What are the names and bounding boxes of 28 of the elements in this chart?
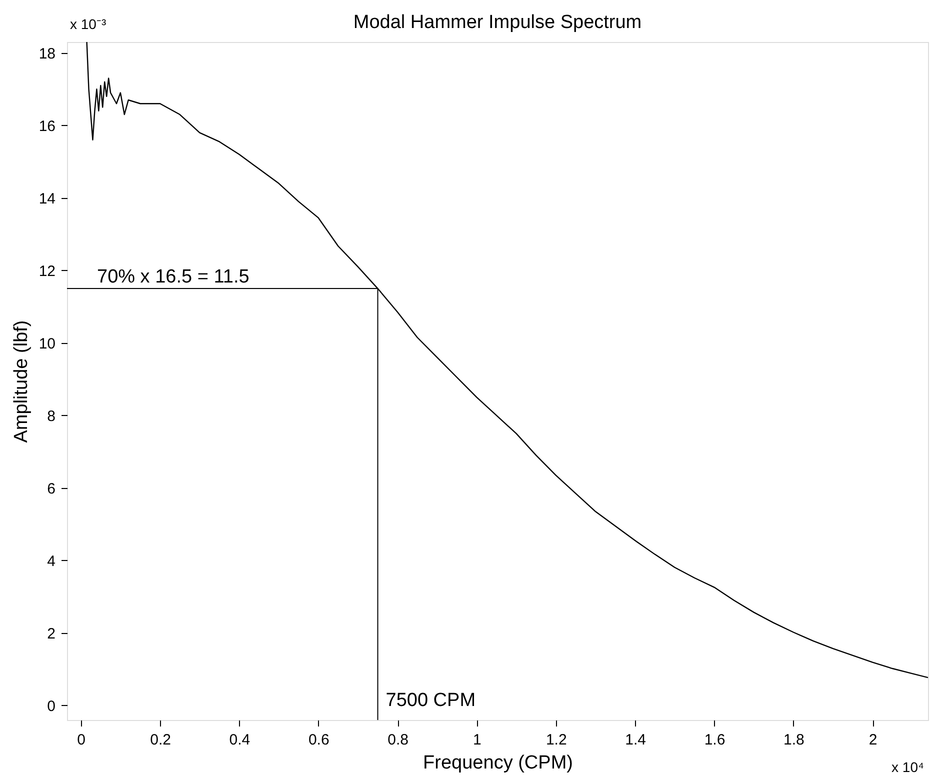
y-tick-label: 10 xyxy=(38,335,56,352)
x-axis-title: Frequency (CPM) xyxy=(423,752,573,774)
y-tick-label: 4 xyxy=(47,552,56,570)
x-tick-label: 2 xyxy=(868,732,878,748)
y-tick-label: 16 xyxy=(38,118,56,135)
y-tick-label: 0 xyxy=(47,698,56,715)
x-tick-label: 0 xyxy=(77,732,86,748)
x-tick-label: 1.6 xyxy=(704,732,726,748)
y-tick-label: 8 xyxy=(47,408,56,425)
y-tick-label: 2 xyxy=(47,625,56,642)
text: x 10⁻³ xyxy=(70,16,106,32)
x-tick-label: 1.8 xyxy=(783,732,804,748)
x-tick-label: 1.4 xyxy=(625,732,646,748)
x-tick-label: 0.4 xyxy=(229,732,250,748)
y-axis-title: Amplitude (lbf) xyxy=(10,320,32,443)
text: x 10⁴ xyxy=(892,759,924,775)
y-tick-label: 18 xyxy=(38,45,56,62)
x-tick-label: 1 xyxy=(473,732,482,748)
chart-title: Modal Hammer Impulse Spectrum xyxy=(353,12,642,33)
ref-line-label: 70% x 16.5 = 11.5 xyxy=(97,266,250,288)
y-tick-label: 14 xyxy=(38,190,56,208)
ref-line-label: 7500 CPM xyxy=(386,690,476,711)
x-tick-label: 0.2 xyxy=(150,732,171,748)
x-tick-label: 1.2 xyxy=(546,732,567,748)
x-tick-label: 0.8 xyxy=(388,732,408,748)
x-tick-label: 0.6 xyxy=(308,732,330,748)
y-tick-label: 12 xyxy=(38,262,56,280)
y-tick-label: 6 xyxy=(47,480,56,498)
